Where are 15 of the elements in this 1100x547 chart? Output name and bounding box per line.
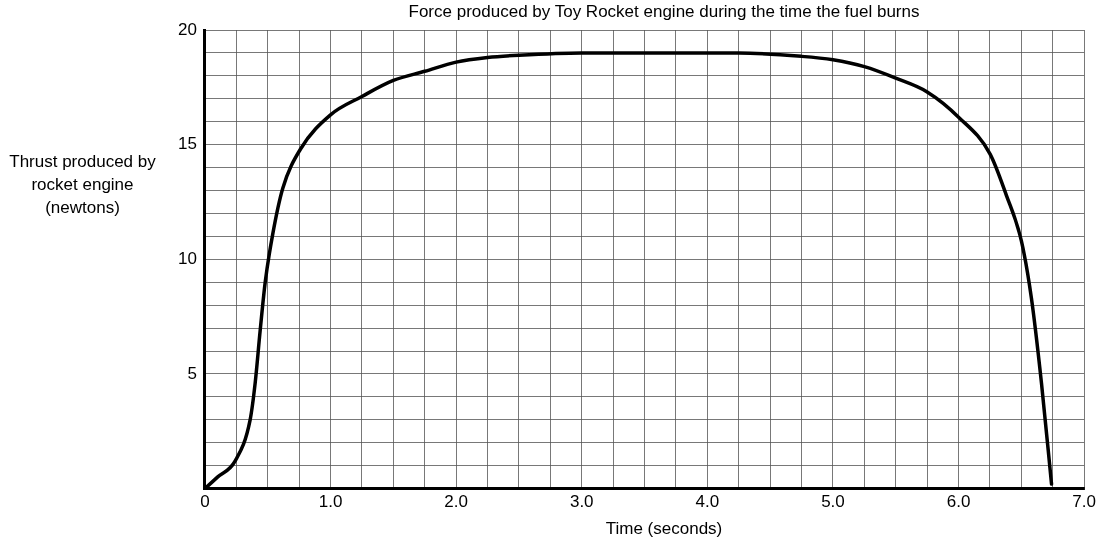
x-tick-label: 7.0 [1072, 492, 1096, 512]
y-tick-label: 5 [187, 363, 197, 383]
x-tick-label: 5.0 [821, 492, 845, 512]
y-axis-title: Thrust produced by rocket engine (newtons) [8, 151, 157, 219]
x-tick-label: 6.0 [946, 492, 971, 512]
x-tick-label: 0 [200, 492, 210, 512]
x-tick-label: 2.0 [444, 492, 468, 512]
chart-title: Force produced by Toy Rocket engine during the time the fuel burns [407, 2, 921, 22]
x-tick-label: 3.0 [569, 492, 594, 512]
y-tick-label: 10 [177, 248, 197, 268]
x-tick-label: 4.0 [695, 492, 720, 512]
x-axis-title: Time (seconds) [604, 519, 724, 539]
y-tick-label: 15 [177, 134, 197, 154]
y-tick-label: 20 [177, 19, 197, 39]
x-tick-label: 1.0 [318, 492, 343, 512]
